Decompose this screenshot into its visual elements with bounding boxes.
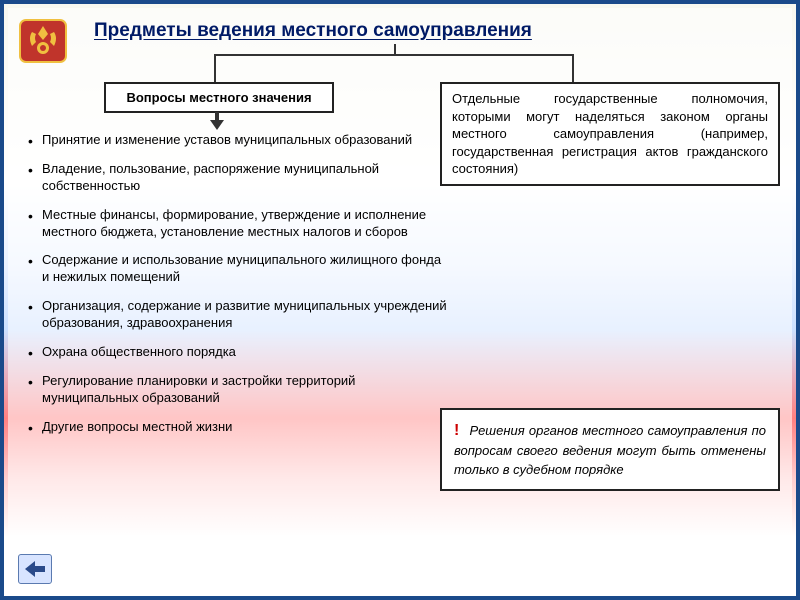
list-item: Регулирование планировки и застройки тер… <box>28 373 448 407</box>
list-item: Владение, пользование, распоряжение муни… <box>28 161 448 195</box>
russian-emblem-icon <box>14 12 72 70</box>
bullet-list: Принятие и изменение уставов муниципальн… <box>28 132 448 448</box>
list-item: Принятие и изменение уставов муниципальн… <box>28 132 448 149</box>
connector-bracket <box>214 54 574 84</box>
slide-title: Предметы ведения местного самоуправления <box>94 20 532 42</box>
list-item: Содержание и использование муниципальног… <box>28 252 448 286</box>
back-button[interactable] <box>18 554 52 584</box>
box-local-issues: Вопросы местного значения <box>104 82 334 113</box>
list-item: Другие вопросы местной жизни <box>28 419 448 436</box>
arrow-left-icon <box>25 561 45 577</box>
note-box: ! Решения органов местного самоуправлени… <box>440 408 780 491</box>
note-text: Решения органов местного самоуправления … <box>454 423 766 477</box>
slide-frame: Предметы ведения местного самоуправления… <box>0 0 800 600</box>
arrow-down-icon <box>210 112 224 130</box>
box-state-powers: Отдельные государственные полномочия, ко… <box>440 82 780 186</box>
list-item: Охрана общественного порядка <box>28 344 448 361</box>
list-item: Местные финансы, формирование, утвержден… <box>28 207 448 241</box>
exclamation-icon: ! <box>454 422 459 439</box>
list-item: Организация, содержание и развитие муниц… <box>28 298 448 332</box>
